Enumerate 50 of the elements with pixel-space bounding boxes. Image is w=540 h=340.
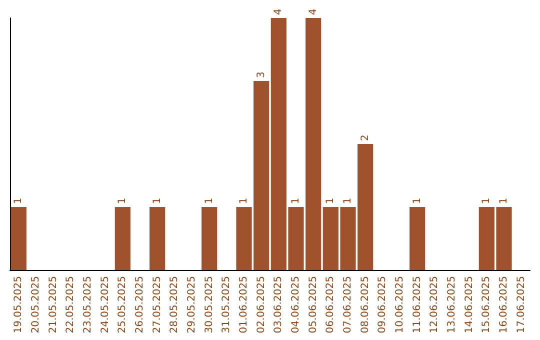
- data-label: 4: [273, 8, 284, 15]
- x-tick-label: 25.05.2025: [117, 276, 128, 334]
- data-label: 3: [256, 72, 267, 78]
- data-label: 1: [152, 198, 163, 204]
- x-tick-label: 27.05.2025: [152, 276, 163, 334]
- x-tick-label: 14.06.2025: [464, 276, 475, 334]
- data-label: 1: [342, 198, 354, 204]
- x-tick-label: 13.06.2025: [446, 276, 458, 334]
- x-tick-label: 28.05.2025: [169, 276, 180, 334]
- x-tick-label: 22.05.2025: [65, 276, 76, 334]
- x-tick-label: 29.05.2025: [186, 276, 198, 334]
- data-label: 1: [325, 198, 336, 204]
- x-tick-label: 31.05.2025: [221, 276, 232, 334]
- data-label: 4: [308, 8, 319, 15]
- x-tick-label: 15.06.2025: [481, 276, 492, 334]
- x-tick-label: 10.06.2025: [394, 276, 406, 334]
- data-label: 1: [204, 198, 215, 204]
- x-tick-label: 26.05.2025: [134, 276, 146, 334]
- x-tick-label: 01.06.2025: [238, 276, 250, 334]
- x-tick-label: 07.06.2025: [342, 276, 354, 334]
- x-tick-label: 03.06.2025: [273, 276, 284, 334]
- x-tick-label: 20.05.2025: [30, 276, 42, 334]
- data-label: 2: [360, 134, 371, 141]
- x-tick-label: 23.05.2025: [82, 276, 94, 334]
- data-label: 1: [481, 198, 492, 204]
- x-tick-label: 11.06.2025: [412, 276, 423, 334]
- x-tick-label: 12.06.2025: [429, 276, 440, 334]
- data-label: 1: [498, 198, 510, 204]
- x-tick-label: 08.06.2025: [360, 276, 371, 334]
- x-tick-label: 09.06.2025: [377, 276, 388, 334]
- data-label: 1: [412, 198, 423, 204]
- x-tick-label: 16.06.2025: [498, 276, 510, 334]
- bar: [150, 207, 166, 270]
- x-tick-label: 05.06.2025: [308, 276, 319, 334]
- x-tick-label: 17.06.2025: [516, 276, 527, 334]
- data-label: 1: [13, 198, 24, 204]
- x-tick-label: 06.06.2025: [325, 276, 336, 334]
- x-tick-label: 19.05.2025: [13, 276, 24, 334]
- bar: [410, 207, 426, 270]
- data-label: 1: [238, 198, 250, 204]
- data-label: 1: [117, 198, 128, 204]
- x-tick-label: 24.05.2025: [100, 276, 111, 334]
- data-label: 1: [290, 198, 302, 204]
- x-tick-label: 21.05.2025: [48, 276, 59, 334]
- x-tick-label: 04.06.2025: [290, 276, 302, 334]
- x-tick-label: 30.05.2025: [204, 276, 215, 334]
- bar: [114, 207, 130, 270]
- bar: [202, 207, 218, 270]
- x-tick-label: 02.06.2025: [256, 276, 267, 334]
- bar: [10, 207, 26, 270]
